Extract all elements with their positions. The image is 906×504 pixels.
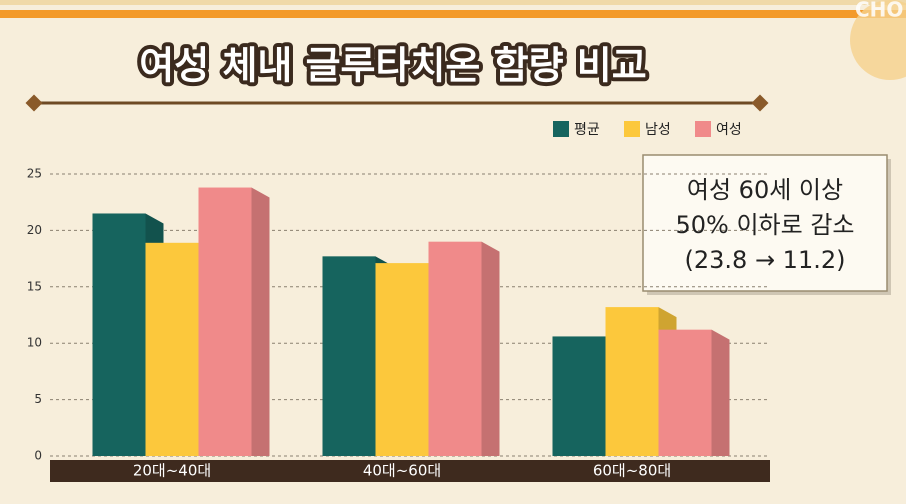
bar — [428, 241, 482, 456]
bar-side — [481, 241, 500, 456]
y-tick-label: 15 — [27, 279, 42, 293]
chart-title: 여성 체내 글루타치온 함량 비교 — [139, 44, 646, 88]
y-tick-label: 10 — [27, 336, 42, 350]
legend-label: 여성 — [716, 122, 742, 138]
legend-swatch — [695, 121, 711, 137]
x-axis-band — [50, 460, 770, 482]
y-tick-label: 25 — [27, 167, 42, 181]
bar — [552, 336, 606, 456]
legend-swatch — [624, 121, 640, 137]
x-tick-label: 60대~80대 — [593, 462, 671, 480]
bar — [92, 213, 146, 456]
top-stripe — [0, 10, 906, 18]
legend-swatch — [553, 121, 569, 137]
bar — [145, 242, 199, 456]
bar — [375, 263, 429, 456]
y-tick-label: 20 — [27, 223, 42, 237]
annotation-text: (23.8 → 11.2) — [685, 246, 846, 274]
top-band — [0, 0, 906, 5]
x-tick-label: 20대~40대 — [133, 462, 211, 480]
bar — [322, 256, 376, 456]
annotation-box — [642, 154, 891, 295]
legend-label: 평균 — [574, 122, 600, 138]
bar — [605, 307, 659, 456]
rule-ornament — [25, 94, 769, 112]
y-tick-label: 0 — [34, 449, 42, 463]
logo-bg — [850, 0, 906, 80]
logo: CHO — [855, 0, 903, 22]
annotation-text: 여성 60세 이상 — [687, 176, 843, 204]
bar-side — [251, 187, 270, 456]
annotation-text: 50% 이하로 감소 — [675, 211, 854, 239]
annotation-panel — [642, 154, 888, 292]
bar-side — [711, 329, 730, 456]
legend-label: 남성 — [645, 122, 671, 138]
x-tick-label: 40대~60대 — [363, 462, 441, 480]
y-tick-label: 5 — [34, 392, 42, 406]
bar — [198, 187, 252, 456]
bar — [658, 329, 712, 456]
